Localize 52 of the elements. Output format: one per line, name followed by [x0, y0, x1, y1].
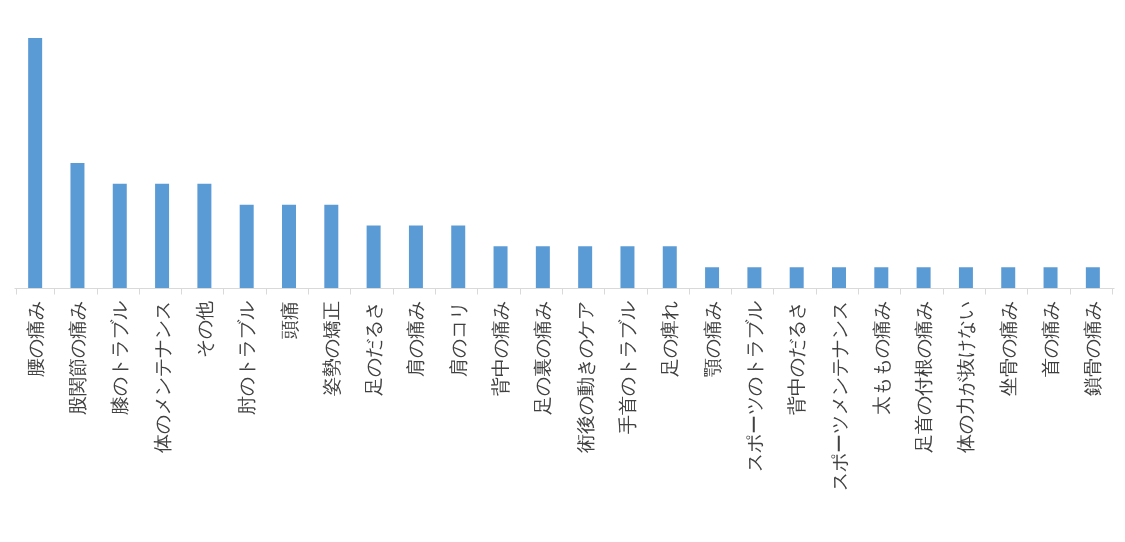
x-tick-label: 足の痺れ — [658, 300, 681, 377]
bar — [155, 183, 170, 288]
bar — [239, 204, 254, 288]
x-tick-label: 肘のトラブル — [235, 300, 258, 415]
x-tick-label: 股関節の痛み — [65, 300, 88, 415]
x-tick-label: 足首の付根の痛み — [912, 300, 935, 453]
bar — [578, 246, 593, 288]
bar — [1043, 267, 1058, 288]
x-tick-label: 術後の動きのケア — [573, 300, 596, 453]
x-tick-label: 首の痛み — [1039, 300, 1062, 377]
bar — [832, 267, 846, 288]
x-tick-label: 姿勢の矯正 — [319, 300, 342, 396]
bar — [366, 225, 381, 288]
x-tick-label: 足のだるさ — [362, 300, 385, 396]
x-tick-label: 坐骨の痛み — [996, 300, 1019, 396]
bar — [408, 225, 423, 288]
x-tick-label: 顎の痛み — [700, 300, 723, 377]
x-tick-label: 鎖骨の痛み — [1081, 300, 1104, 396]
bar — [1001, 267, 1016, 288]
bar — [197, 183, 212, 288]
bar — [324, 204, 339, 288]
bar — [916, 267, 931, 288]
x-tick-label: 頭痛 — [277, 300, 300, 339]
x-tick-label: 体のメンテナンス — [150, 300, 173, 453]
bar — [789, 267, 804, 288]
x-tick-label: 肩のコリ — [446, 300, 469, 377]
bar — [620, 246, 635, 288]
x-tick-label: スポーツメンテナンス — [827, 300, 850, 491]
bar — [535, 246, 550, 288]
x-tick-label: 背中の痛み — [489, 300, 512, 396]
x-tick-label: 背中のだるさ — [785, 300, 808, 415]
x-tick-label: 足の裏の痛み — [531, 300, 554, 415]
bar — [662, 246, 677, 288]
bar — [874, 267, 889, 288]
bar — [70, 163, 85, 288]
bar — [28, 38, 43, 288]
x-tick-label: 体の力が抜けない — [954, 300, 977, 453]
bar — [958, 267, 973, 288]
bar — [451, 225, 466, 288]
x-tick-label: 手首のトラブル — [615, 300, 638, 434]
x-tick-label: その他 — [192, 300, 215, 358]
bar — [112, 183, 127, 288]
bar — [493, 246, 508, 288]
bar — [282, 204, 296, 288]
bar — [747, 267, 762, 288]
x-tick-label: スポーツのトラブル — [742, 300, 765, 472]
x-tick-label: 膝のトラブル — [108, 300, 131, 415]
x-tick-label: 太ももの痛み — [869, 300, 892, 415]
x-tick-label: 腰の痛み — [23, 300, 46, 377]
bar — [1085, 267, 1100, 288]
bar — [705, 267, 720, 288]
x-tick-label: 肩の痛み — [404, 300, 427, 377]
